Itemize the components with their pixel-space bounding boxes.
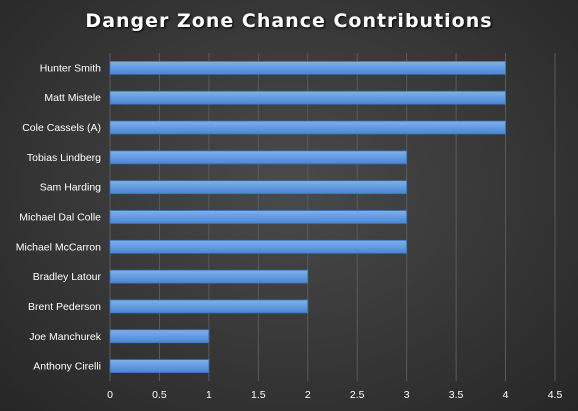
category-labels: Hunter Smith Matt Mistele Cole Cassels (A)… xyxy=(16,62,102,372)
bar xyxy=(109,239,408,254)
category-label: Brent Pederson xyxy=(28,301,101,313)
x-tick-label: 2 xyxy=(305,389,311,401)
category-label: Joe Manchurek xyxy=(29,331,102,343)
category-label: Anthony Cirelli xyxy=(33,361,101,373)
category-label: Hunter Smith xyxy=(40,62,101,74)
category-label: Bradley Latour xyxy=(33,271,102,283)
category-label: Sam Harding xyxy=(40,182,101,194)
x-tick-label: 3 xyxy=(404,389,410,401)
x-tick-label: 4 xyxy=(503,389,509,401)
bar xyxy=(109,61,506,75)
x-tick-label: 1 xyxy=(206,389,212,401)
bar xyxy=(109,359,210,373)
x-tick-label: 1.5 xyxy=(251,389,266,401)
bar xyxy=(109,299,309,314)
category-label: Matt Mistele xyxy=(44,92,101,104)
bar xyxy=(109,90,506,105)
category-label: Tobias Lindberg xyxy=(27,152,101,164)
bar xyxy=(109,180,408,195)
x-tick-labels: 0 0.5 1 1.5 2 2.5 3 3.5 4 4.5 xyxy=(107,389,562,401)
x-tick-label: 0.5 xyxy=(152,389,167,401)
bar xyxy=(109,210,408,224)
x-tick-label: 2.5 xyxy=(350,389,365,401)
bars xyxy=(109,61,506,373)
x-tick-label: 3.5 xyxy=(449,389,464,401)
x-tick-label: 4.5 xyxy=(548,389,563,401)
bar xyxy=(109,269,309,284)
category-label: Michael Dal Colle xyxy=(19,212,101,224)
category-label: Michael McCarron xyxy=(16,241,101,253)
x-tick-label: 0 xyxy=(107,389,113,401)
bar xyxy=(109,120,506,135)
category-label: Cole Cassels (A) xyxy=(22,122,101,134)
chart-title: Danger Zone Chance Contributions xyxy=(85,10,493,32)
bar xyxy=(109,329,210,344)
bar xyxy=(109,150,408,165)
